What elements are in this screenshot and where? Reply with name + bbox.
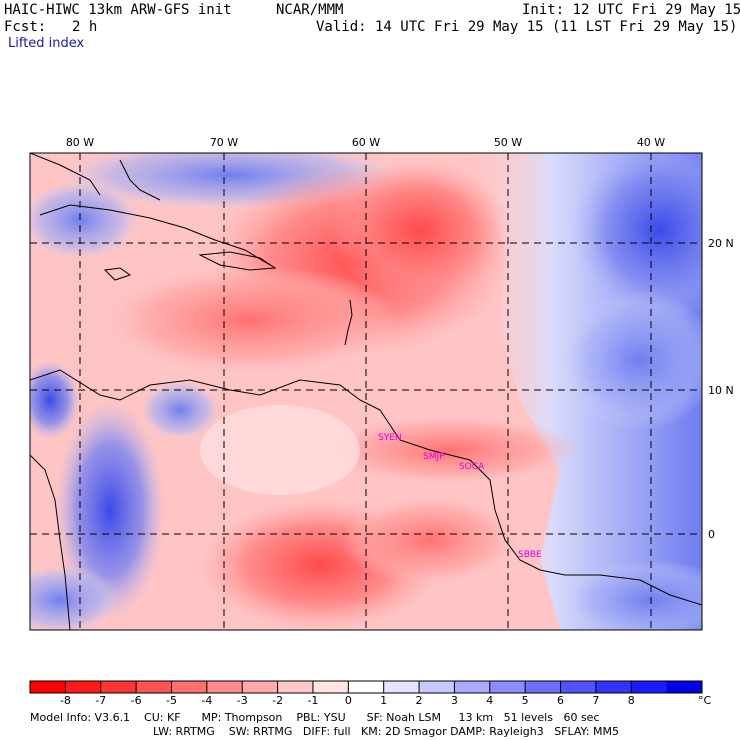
colorbar-tick-label: -2 (272, 694, 283, 707)
lon-label: 60 W (352, 136, 380, 149)
station-label: SYEN (378, 433, 402, 443)
colorbar-tick-label: 4 (486, 694, 493, 707)
model-info-line1: Model Info: V3.6.1 CU: KF MP: Thompson P… (30, 711, 600, 724)
colorbar-tick-label: 1 (380, 694, 387, 707)
colorbar-swatch (242, 681, 279, 693)
lat-label: 20 N (708, 237, 734, 250)
colorbar-swatch (383, 681, 420, 693)
lon-label: 50 W (494, 136, 522, 149)
colorbar-swatch (666, 681, 703, 693)
colorbar-swatch (100, 681, 137, 693)
station-label: SMJP (423, 452, 445, 462)
colorbar-tick-label: -3 (237, 694, 248, 707)
colorbar-tick-label: -6 (131, 694, 142, 707)
colorbar-tick-label: -5 (166, 694, 177, 707)
coastlines (30, 153, 702, 630)
lon-label: 40 W (637, 136, 665, 149)
colorbar: -8 -7 -6 -5 -4 -3 -2 -1 0 1 2 3 4 5 6 7 8 (29, 680, 703, 707)
colorbar-swatch (277, 681, 314, 693)
station-markers: SYEN SMJP SOCA SBBE (378, 433, 542, 560)
station-label: SBBE (518, 550, 542, 560)
map-frame (29, 152, 703, 631)
lon-label: 80 W (66, 136, 94, 149)
colorbar-swatch (525, 681, 562, 693)
lat-label: 10 N (708, 384, 734, 397)
colorbar-swatch (30, 681, 66, 693)
axis-labels: 80 W 70 W 60 W 50 W 40 W 20 N 10 N 0 (66, 136, 734, 541)
colorbar-unit: °C (698, 694, 712, 707)
colorbar-swatch (631, 681, 668, 693)
colorbar-frame (29, 680, 703, 694)
colorbar-tick-label: 6 (557, 694, 564, 707)
colorbar-swatch (65, 681, 102, 693)
graticule (30, 153, 702, 630)
colorbar-swatch (206, 681, 243, 693)
colorbar-tick-label: -1 (307, 694, 318, 707)
station-label: SOCA (459, 462, 485, 472)
colorbar-swatch (595, 681, 632, 693)
colorbar-tick-label: 8 (628, 694, 635, 707)
colorbar-swatch (560, 681, 597, 693)
model-title: HAIC-HIWC 13km ARW-GFS init (4, 2, 232, 18)
lon-label: 70 W (210, 136, 238, 149)
colorbar-tick-label: 7 (592, 694, 599, 707)
init-time: Init: 12 UTC Fri 29 May 15 (522, 2, 740, 18)
field-name: Lifted index (8, 36, 85, 51)
valid-time: Valid: 14 UTC Fri 29 May 15 (11 LST Fri … (316, 19, 738, 35)
forecast-label: Fcst: (4, 19, 47, 35)
colorbar-swatch (171, 681, 208, 693)
colorbar-swatch (419, 681, 455, 693)
colorbar-swatch (136, 681, 172, 693)
lat-label: 0 (708, 528, 715, 541)
colorbar-tick-label: 2 (416, 694, 423, 707)
agency-label: NCAR/MMM (276, 2, 344, 18)
field-shading (30, 153, 702, 630)
colorbar-tick-label: -7 (95, 694, 106, 707)
colorbar-swatch (348, 681, 385, 693)
colorbar-swatch (489, 681, 526, 693)
colorbar-tick-label: -8 (60, 694, 71, 707)
colorbar-swatch (454, 681, 491, 693)
model-info-line2: LW: RRTMG SW: RRTMG DIFF: full KM: 2D Sm… (153, 725, 619, 738)
colorbar-tick-label: 0 (345, 694, 352, 707)
colorbar-tick-label: -4 (201, 694, 212, 707)
forecast-hour: 2 h (72, 19, 98, 35)
colorbar-tick-label: 3 (451, 694, 458, 707)
colorbar-swatch (312, 681, 349, 693)
colorbar-tick-label: 5 (522, 694, 529, 707)
